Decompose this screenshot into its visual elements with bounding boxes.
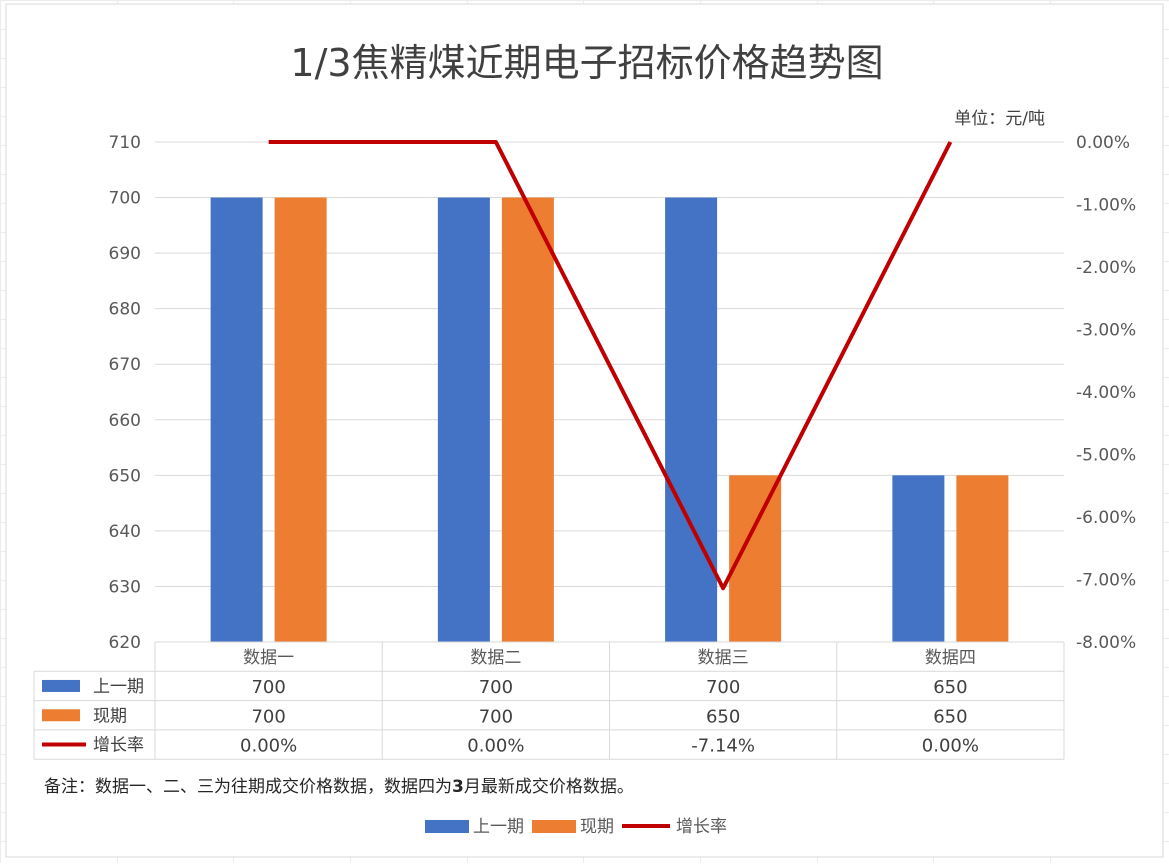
left-axis-ticks: 620 630 640 650 660 670 680 690 700 710: [109, 133, 141, 653]
bar-current: [501, 197, 554, 643]
right-tick-label: -7.00%: [1076, 571, 1136, 591]
left-tick-label: 620: [109, 633, 141, 653]
table-legend-key: [42, 679, 80, 692]
table-value: 700: [479, 677, 513, 698]
left-tick-label: 710: [109, 133, 141, 153]
table-value: -7.14%: [691, 736, 755, 757]
table-value: 0.00%: [922, 736, 979, 757]
table-value: 650: [933, 706, 967, 727]
chart-border: [5, 3, 1164, 858]
table-value: 650: [933, 677, 967, 698]
table-value: 700: [706, 677, 740, 698]
right-tick-label: -6.00%: [1076, 508, 1136, 528]
right-tick-label: -8.00%: [1076, 633, 1136, 653]
table-category-label: 数据一: [243, 648, 294, 668]
left-tick-label: 680: [109, 300, 141, 320]
right-tick-label: 0.00%: [1076, 133, 1130, 153]
legend: 上一期 现期 增长率: [425, 817, 727, 837]
legend-label: 上一期: [473, 817, 524, 837]
legend-key: [425, 820, 469, 833]
note-bold: 3: [452, 777, 464, 797]
bar-current: [274, 197, 327, 643]
growth-line: [268, 140, 953, 591]
table-series-name: 增长率: [93, 736, 144, 756]
table-category-label: 数据三: [698, 648, 749, 668]
unit-label: 单位：元/吨: [954, 109, 1045, 129]
legend-label: 增长率: [676, 817, 727, 837]
table-value: 700: [479, 706, 513, 727]
right-tick-label: -5.00%: [1076, 446, 1136, 466]
bar-previous: [437, 197, 490, 643]
legend-label: 现期: [580, 817, 614, 837]
bar-previous: [892, 475, 945, 642]
left-tick-label: 630: [109, 577, 141, 597]
left-tick-label: 700: [109, 189, 141, 209]
right-axis-ticks: -8.00% -7.00% -6.00% -5.00% -4.00% -3.00% -2.0…: [1076, 133, 1136, 653]
left-tick-label: 650: [109, 466, 141, 486]
left-tick-label: 640: [109, 522, 141, 542]
growth-line-path: [268, 140, 953, 591]
right-tick-label: -3.00%: [1076, 321, 1136, 341]
table-series-name: 上一期: [93, 677, 144, 697]
right-tick-label: -4.00%: [1076, 383, 1136, 403]
table-value: 700: [251, 677, 285, 698]
bar-current: [956, 475, 1009, 642]
table-legend-key: [42, 709, 80, 722]
note-suffix: 月最新成交价格数据。: [464, 777, 634, 797]
bars: [210, 197, 1009, 643]
note-prefix: 备注：数据一、二、三为往期成交价格数据，数据四为: [44, 777, 452, 797]
table-value: 0.00%: [467, 736, 524, 757]
table-value: 0.00%: [240, 736, 297, 757]
legend-key: [532, 820, 576, 833]
note-text: 备注：数据一、二、三为往期成交价格数据，数据四为3月最新成交价格数据。: [44, 777, 634, 797]
table-category-label: 数据二: [470, 648, 521, 668]
bar-previous: [665, 197, 718, 643]
right-tick-label: -1.00%: [1076, 196, 1136, 216]
table-category-label: 数据四: [925, 648, 976, 668]
left-tick-label: 660: [109, 411, 141, 431]
table-series-name: 现期: [93, 706, 127, 726]
chart-title: 1/3焦精煤近期电子招标价格趋势图: [290, 41, 883, 85]
table-value: 650: [706, 706, 740, 727]
left-tick-label: 670: [109, 355, 141, 375]
table-value: 700: [251, 706, 285, 727]
bar-previous: [210, 197, 263, 643]
right-tick-label: -2.00%: [1076, 258, 1136, 278]
left-tick-label: 690: [109, 244, 141, 264]
